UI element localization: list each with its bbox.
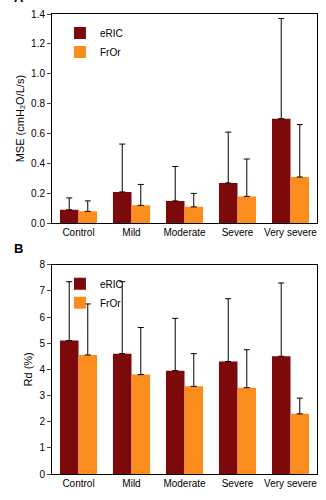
svg-text:A: A xyxy=(14,0,24,5)
svg-text:Moderate: Moderate xyxy=(163,227,206,238)
svg-text:eRIC: eRIC xyxy=(100,279,123,290)
svg-text:5: 5 xyxy=(39,338,45,349)
svg-text:Control: Control xyxy=(62,478,94,489)
svg-text:0.0: 0.0 xyxy=(31,218,45,229)
svg-text:eRIC: eRIC xyxy=(100,28,123,39)
svg-text:MSE (cmH₂O/L/s): MSE (cmH₂O/L/s) xyxy=(14,75,26,162)
svg-text:1: 1 xyxy=(39,442,45,453)
svg-text:1.2: 1.2 xyxy=(31,38,45,49)
svg-text:Very severe: Very severe xyxy=(264,227,317,238)
svg-text:6: 6 xyxy=(39,312,45,323)
svg-text:Severe: Severe xyxy=(222,478,254,489)
svg-text:B: B xyxy=(14,241,23,256)
svg-text:Very severe: Very severe xyxy=(264,478,317,489)
svg-text:3: 3 xyxy=(39,390,45,401)
svg-text:4: 4 xyxy=(39,364,45,375)
svg-text:Moderate: Moderate xyxy=(163,478,206,489)
svg-text:8: 8 xyxy=(39,259,45,270)
svg-text:Rd (%): Rd (%) xyxy=(22,352,34,386)
svg-text:Severe: Severe xyxy=(222,227,254,238)
svg-text:0.6: 0.6 xyxy=(31,128,45,139)
svg-text:FrOr: FrOr xyxy=(100,47,121,58)
svg-text:2: 2 xyxy=(39,416,45,427)
svg-text:0.4: 0.4 xyxy=(31,158,45,169)
svg-text:Control: Control xyxy=(62,227,94,238)
svg-text:0: 0 xyxy=(39,469,45,480)
svg-text:Mild: Mild xyxy=(122,478,140,489)
svg-text:0.2: 0.2 xyxy=(31,188,45,199)
svg-text:Mild: Mild xyxy=(122,227,140,238)
svg-text:1.4: 1.4 xyxy=(31,9,45,20)
svg-text:0.8: 0.8 xyxy=(31,98,45,109)
svg-text:1.0: 1.0 xyxy=(31,68,45,79)
svg-text:FrOr: FrOr xyxy=(100,298,121,309)
svg-text:7: 7 xyxy=(39,285,45,296)
